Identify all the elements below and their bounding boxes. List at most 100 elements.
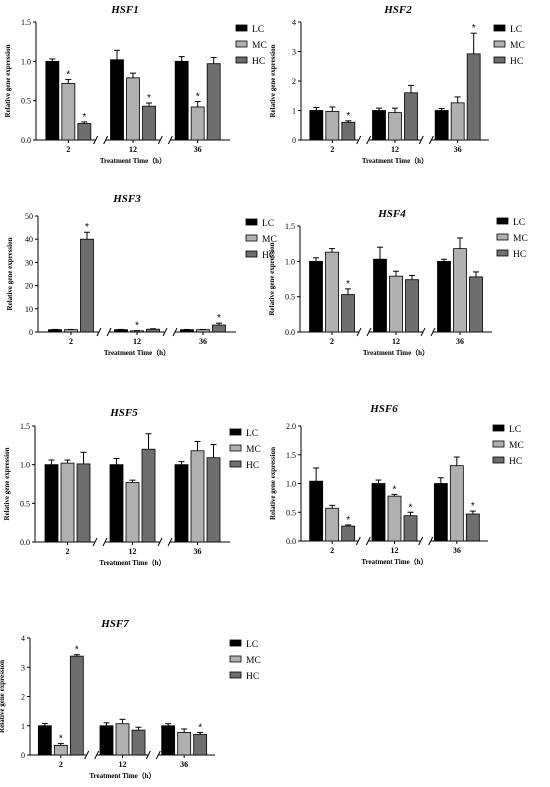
x-tick-label: 2 [59,760,63,769]
significance-marker: * [217,313,221,324]
x-tick-label: 36 [199,337,207,346]
x-tick-label: 36 [454,145,462,154]
bar-lc-12 [114,329,128,333]
bar-lc-2 [48,329,62,333]
bar-hc-2 [341,121,356,141]
bar-hc-36 [469,276,483,333]
chart-panel-hsf4: HSF4 0.0 0.5 1.0 1.5 Relative gene expression… [268,208,528,357]
bar-mc-12 [126,77,140,141]
y-tick-label: 0.5 [286,508,296,517]
y-tick-label: 1.5 [21,18,31,27]
bar-lc-2 [45,60,60,141]
bar-lc-36 [161,725,176,756]
x-tick-label: 12 [391,546,399,555]
x-axis-label: Treatment Time（h） [361,558,427,566]
legend-swatch-hc [493,56,506,64]
significance-marker: * [393,484,397,495]
legend-label-hc: HC [262,251,275,261]
y-tick-label: 50 [25,212,33,221]
y-tick-label: 2 [21,693,25,702]
legend-label-hc: HC [246,672,259,682]
bar-mc-36 [449,465,464,542]
bar-hc-2 [77,123,92,141]
bar-hc-12 [146,328,160,333]
bar-lc-12 [110,59,124,141]
bar-lc-36 [433,483,448,542]
legend-label-lc: LC [252,25,264,35]
y-tick-label: 1.0 [20,461,30,470]
y-tick-label: 3 [292,48,296,57]
x-tick-label: 12 [129,145,137,154]
y-axis-label: Relative gene expression [0,660,6,733]
legend-swatch-hc [229,671,242,679]
y-tick-label: 2.0 [286,422,296,431]
bar-lc-2 [309,480,324,542]
chart-title: HSF1 [110,4,139,16]
x-axis-label: Treatment Time（h） [99,559,165,567]
x-axis-label: Treatment Time（h） [363,349,429,357]
legend-swatch-lc [496,217,509,225]
bar-mc-2 [325,110,340,141]
y-axis-label: Relative gene expression [3,447,11,520]
legend-label-hc: HC [510,57,523,67]
bar-mc-12 [125,482,140,543]
legend-label-mc: MC [513,234,528,244]
legend-swatch-mc [245,234,258,242]
y-tick-label: 0.5 [20,499,30,508]
chart-title: HSF3 [112,193,141,205]
axis-break-mark [355,536,361,546]
y-tick-label: 1.0 [285,257,295,266]
bar-mc-36 [190,450,205,543]
y-tick-label: 0.0 [285,328,295,337]
significance-marker: * [471,501,475,512]
y-tick-label: 1.0 [21,57,31,66]
bar-hc-36 [212,324,226,333]
legend-label-lc: LC [510,25,522,35]
axis-break-mark [162,327,168,337]
x-axis-label: Treatment Time（h） [100,157,166,165]
y-tick-label: 0.5 [21,97,31,106]
bar-mc-2 [61,82,76,141]
legend-label-mc: MC [510,41,525,51]
bar-hc-2 [76,463,91,543]
significance-marker: * [147,93,151,104]
legend-swatch-mc [493,40,506,48]
x-tick-label: 2 [330,337,334,346]
significance-marker: * [472,23,476,34]
x-tick-label: 36 [194,145,202,154]
bar-hc-36 [193,734,208,756]
legend-label-mc: MC [246,445,261,455]
x-tick-label: 12 [133,337,141,346]
legend-swatch-hc [235,56,248,64]
x-tick-label: 2 [330,546,334,555]
legend-label-lc: LC [246,640,258,650]
y-tick-label: 1.5 [286,451,296,460]
chart-panel-hsf1: HSF1 0.0 0.5 1.0 1.5 Relative gene expression… [4,4,267,165]
y-tick-label: 40 [25,235,33,244]
axis-break-mark [84,750,90,760]
y-tick-label: 0.0 [21,136,31,145]
y-tick-label: 0 [292,136,296,145]
bar-lc-2 [37,725,52,756]
x-tick-label: 2 [66,145,70,154]
bar-mc-2 [64,329,78,333]
legend-label-lc: LC [509,425,521,435]
legend-swatch-hc [245,250,258,258]
bar-hc-2 [80,238,94,333]
bar-hc-36 [466,53,481,141]
x-tick-label: 36 [453,546,461,555]
y-tick-label: 1.5 [20,422,30,431]
y-tick-label: 4 [292,18,296,27]
significance-marker: * [196,91,200,102]
significance-marker: * [59,734,63,745]
bar-mc-36 [196,329,210,333]
bar-hc-2 [341,294,355,333]
y-tick-label: 2 [292,77,296,86]
significance-marker: * [346,111,350,122]
significance-marker: * [198,722,202,733]
x-axis-label: Treatment Time（h） [89,772,155,780]
significance-marker: * [66,69,70,80]
y-axis-label: Relative gene expression [269,447,277,520]
axis-break-mark [93,135,99,145]
